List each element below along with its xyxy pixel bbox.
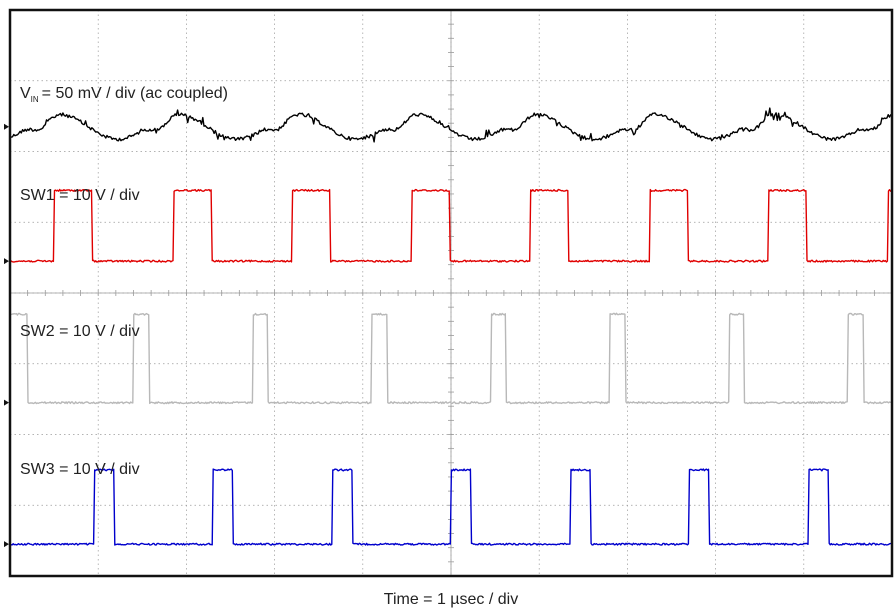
vin-label-rest: = 50 mV / div (ac coupled) <box>42 85 228 102</box>
sw2-trace <box>10 312 892 405</box>
vin-label-main: V <box>20 85 31 102</box>
sw3-trace <box>9 468 892 546</box>
channel-marker <box>4 541 9 548</box>
x-axis-label: Time = 1 µsec / div <box>384 591 518 608</box>
vin-label-sub: IN <box>31 95 39 104</box>
channel-markers <box>4 123 9 548</box>
sw2-label: SW2 = 10 V / div <box>20 323 140 340</box>
channel-marker <box>4 399 9 406</box>
channel-marker <box>4 123 9 130</box>
sw1-trace <box>9 188 892 263</box>
trace-group <box>9 107 893 546</box>
plot-frame <box>8 8 894 578</box>
channel-marker <box>4 258 9 265</box>
vin-trace <box>9 107 893 143</box>
sw3-label: SW3 = 10 V / div <box>20 461 140 478</box>
sw1-label: SW1 = 10 V / div <box>20 187 140 204</box>
vin-label: VIN = 50 mV / div (ac coupled) <box>20 85 228 104</box>
